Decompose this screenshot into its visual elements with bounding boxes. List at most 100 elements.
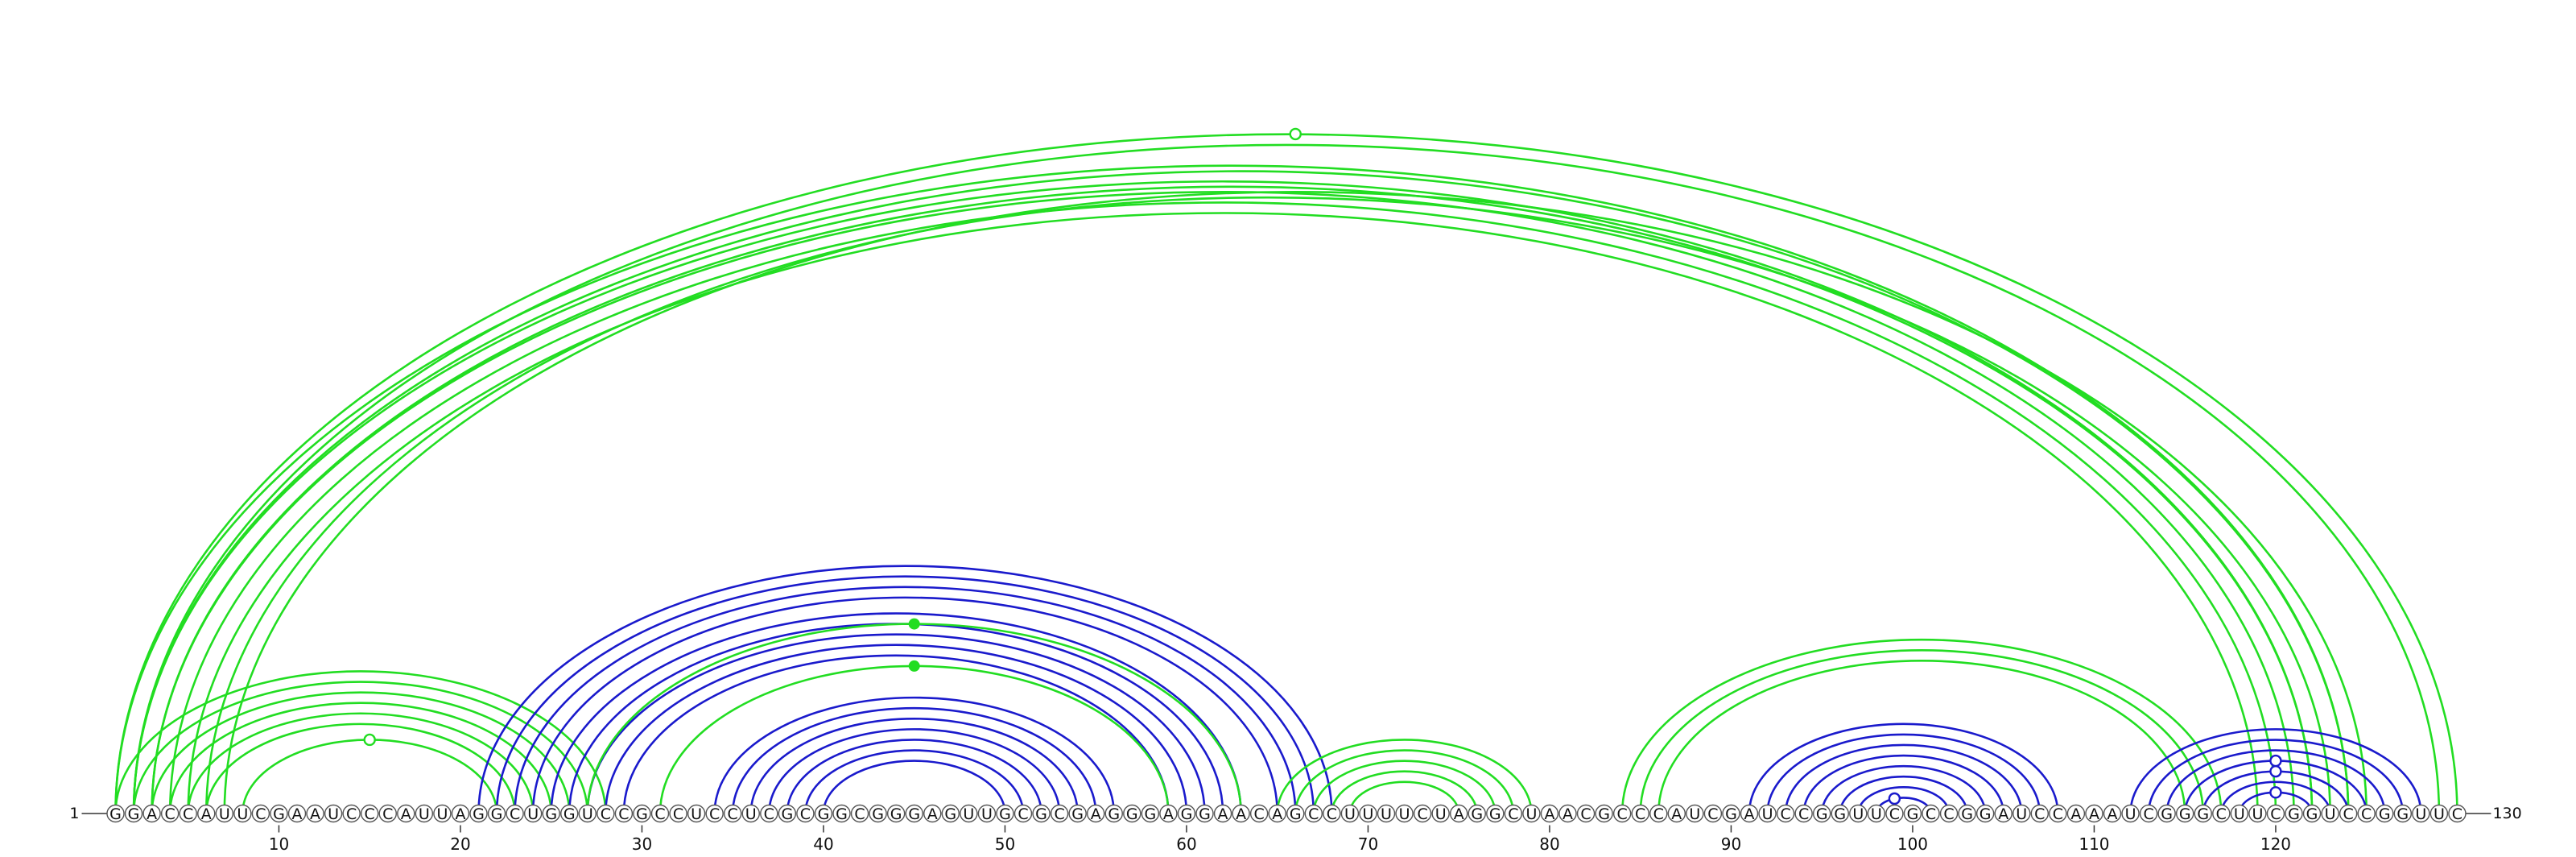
nucleotide-circle xyxy=(687,804,706,823)
nucleotide-circle xyxy=(1867,804,1886,823)
nucleotide: A xyxy=(287,804,307,823)
nucleotide-letter: G xyxy=(836,805,848,823)
nucleotide-circle xyxy=(1359,804,1377,823)
nucleotide: U xyxy=(2230,804,2249,823)
nucleotide: C xyxy=(506,804,524,823)
nucleotide: C xyxy=(1504,804,1523,823)
nucleotide: G xyxy=(469,804,488,823)
tick-label: 70 xyxy=(1358,834,1378,854)
nucleotide-circle xyxy=(886,804,906,823)
nucleotide-letter: G xyxy=(1598,805,1610,823)
sequence-start-label: 1 xyxy=(69,805,79,822)
nucleotide: A xyxy=(1213,804,1232,823)
nucleotide-circle xyxy=(2212,804,2231,823)
nucleotide-circle xyxy=(923,804,942,823)
nucleotide: G xyxy=(869,804,887,823)
nucleotide-letter: C xyxy=(618,805,629,823)
nucleotide-letter: U xyxy=(981,805,993,823)
nucleotide-letter: U xyxy=(1362,805,1373,823)
nucleotide: U xyxy=(523,804,543,823)
nucleotide-letter: G xyxy=(1035,805,1047,823)
nucleotide-circle xyxy=(506,804,524,823)
blue-base-pair-arc xyxy=(1857,786,1951,814)
nucleotide-letter: U xyxy=(527,805,539,823)
nucleotide: C xyxy=(179,804,197,823)
nucleotide-circle xyxy=(1576,804,1596,823)
nucleotide: C xyxy=(1612,804,1632,823)
nucleotide-circle xyxy=(1068,804,1087,823)
nucleotide-circle xyxy=(2266,804,2285,823)
nucleotide: A xyxy=(1994,804,2013,823)
nucleotide-letter: G xyxy=(1816,805,1828,823)
nucleotide-letter: C xyxy=(654,805,665,823)
nucleotide-letter: G xyxy=(999,805,1011,823)
nucleotide: C xyxy=(1050,804,1069,823)
nucleotide-circle xyxy=(905,804,923,823)
nucleotide: A xyxy=(1667,804,1686,823)
nucleotide: C xyxy=(1794,804,1813,823)
nucleotide: G xyxy=(1141,804,1160,823)
nucleotide: G xyxy=(2393,804,2413,823)
nucleotide-circle xyxy=(2429,804,2449,823)
nucleotide-letter: G xyxy=(491,805,503,823)
nucleotide-letter: C xyxy=(1054,805,1064,823)
green-base-pair-arc xyxy=(206,197,2330,814)
nucleotide: U xyxy=(2013,804,2031,823)
blue-base-pair-arc xyxy=(586,633,1206,814)
nucleotide-letter: C xyxy=(165,805,175,823)
nucleotide-letter: C xyxy=(346,805,357,823)
nucleotide-circle xyxy=(669,804,687,823)
nucleotide-letter: U xyxy=(2434,805,2445,823)
nucleotide-letter: G xyxy=(1961,805,1973,823)
green-base-pair-arc xyxy=(223,191,2368,814)
nucleotide-letter: U xyxy=(2252,805,2263,823)
blue-base-pair-arc xyxy=(731,706,1097,814)
nucleotide: A xyxy=(1232,804,1250,823)
nucleotide: U xyxy=(2412,804,2430,823)
nucleotide-letter: U xyxy=(328,805,339,823)
nucleotide: C xyxy=(724,804,742,823)
nucleotide-letter: A xyxy=(201,805,212,823)
nucleotide: U xyxy=(1431,804,1450,823)
nucleotide: C xyxy=(1013,804,1033,823)
nucleotide: A xyxy=(2103,804,2122,823)
nucleotide: G xyxy=(633,804,651,823)
nucleotide: A xyxy=(923,804,942,823)
nucleotide: G xyxy=(1104,804,1123,823)
nucleotide-letter: G xyxy=(1907,805,1919,823)
nucleotide-letter: G xyxy=(2197,805,2209,823)
nucleotide-letter: G xyxy=(1108,805,1120,823)
nucleotide-circle xyxy=(1649,804,1668,823)
nucleotide-circle xyxy=(1213,804,1232,823)
nucleotide: C xyxy=(2212,804,2231,823)
nucleotide-letter: U xyxy=(963,805,974,823)
nucleotide-letter: A xyxy=(1563,805,1573,823)
green-base-pair-arc xyxy=(132,169,2350,814)
nucleotide-letter: C xyxy=(2053,805,2063,823)
tick-label: 80 xyxy=(1539,834,1559,854)
nucleotide: A xyxy=(397,804,415,823)
nucleotide: C xyxy=(2030,804,2050,823)
nucleotide-circle xyxy=(796,804,815,823)
open-arc-marker xyxy=(2269,786,2282,799)
green-base-pair-arc xyxy=(132,681,589,814)
nucleotide: G xyxy=(1068,804,1087,823)
nucleotide-letter: U xyxy=(582,805,593,823)
nucleotide: C xyxy=(2266,804,2285,823)
nucleotide-letter: C xyxy=(1889,805,1900,823)
nucleotide: G xyxy=(2376,804,2394,823)
nucleotide: C xyxy=(597,804,615,823)
nucleotide: C xyxy=(760,804,778,823)
green-base-pair-arc xyxy=(1620,638,2223,814)
nucleotide: G xyxy=(542,804,560,823)
nucleotide-circle xyxy=(2285,804,2303,823)
nucleotide: G xyxy=(124,804,143,823)
nucleotide: C xyxy=(1922,804,1940,823)
nucleotide-circle xyxy=(1123,804,1141,823)
nucleotide-circle xyxy=(2066,804,2086,823)
nucleotide-letter: U xyxy=(436,805,448,823)
nucleotide-letter: U xyxy=(2325,805,2336,823)
nucleotide-letter: C xyxy=(854,805,865,823)
nucleotide-letter: C xyxy=(2452,805,2462,823)
nucleotide: C xyxy=(1631,804,1649,823)
